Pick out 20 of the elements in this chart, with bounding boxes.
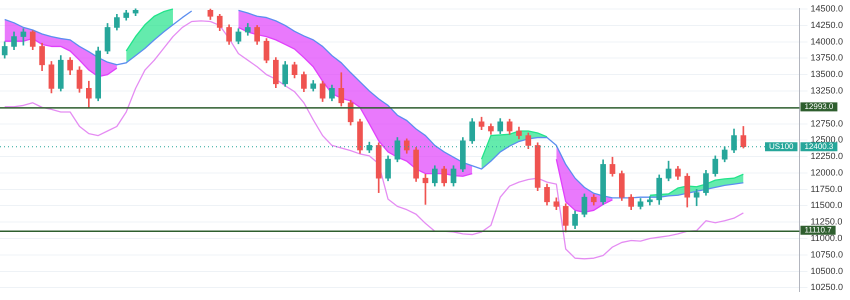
y-tick-label: 13250.0 (810, 85, 844, 96)
y-tick-label: 11000.0 (810, 232, 842, 243)
y-tick-label: 12750.0 (810, 118, 844, 128)
ref-line-label: 12400.3 (804, 142, 834, 151)
y-tick-label: 13500.0 (810, 69, 844, 80)
y-tick-label: 11500.0 (810, 200, 842, 210)
y-tick-label: 10750.0 (810, 249, 844, 260)
y-tick-label: 13750.0 (810, 52, 844, 63)
y-tick-label: 12250.0 (810, 151, 844, 162)
y-tick-label: 11250.0 (810, 216, 842, 227)
y-tick-label: 14500.0 (810, 4, 844, 14)
annotation: US100 (769, 142, 794, 151)
ref-line-label: 11110.7 (804, 225, 832, 234)
y-tick-label: 10250.0 (810, 282, 844, 292)
y-tick-label: 12000.0 (810, 167, 844, 178)
y-tick-label: 14000.0 (810, 36, 844, 46)
y-tick-label: 14250.0 (810, 20, 844, 30)
ref-line-label: 12993.0 (804, 102, 834, 112)
y-tick-label: 10500.0 (810, 266, 844, 276)
y-tick-label: 11750.0 (810, 184, 842, 194)
